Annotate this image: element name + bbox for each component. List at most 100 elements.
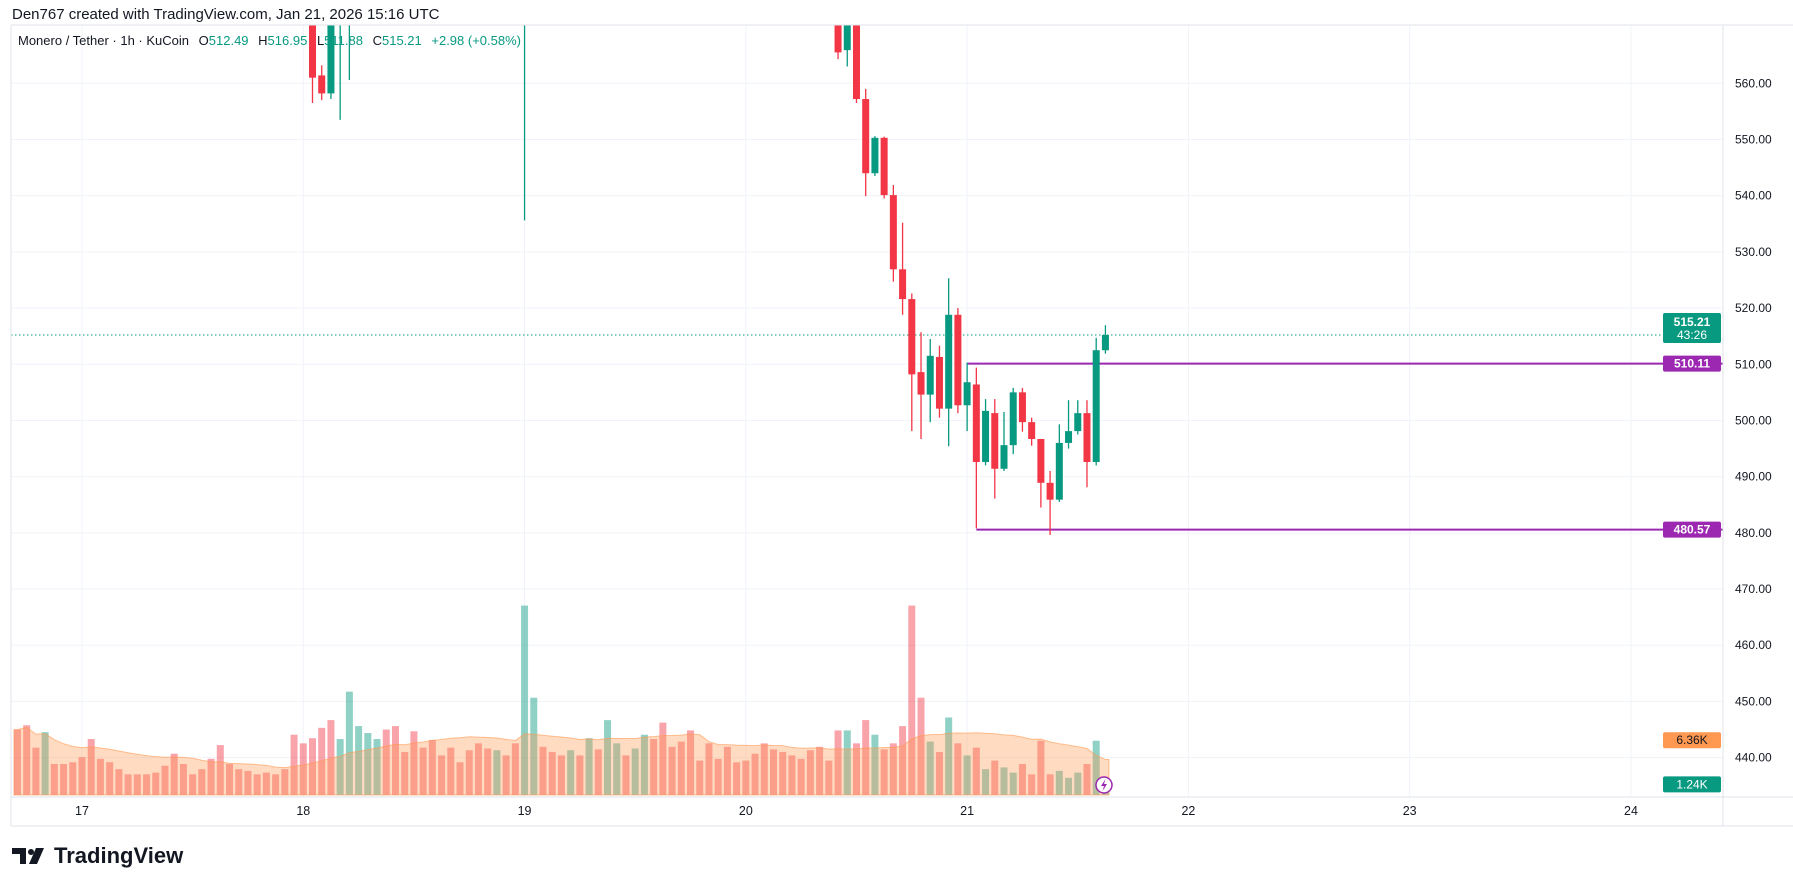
volume-bar xyxy=(668,746,676,795)
volume-bar xyxy=(862,720,870,795)
candle-down[interactable] xyxy=(852,0,860,103)
candle-up[interactable] xyxy=(1055,424,1063,502)
candle-down[interactable] xyxy=(880,136,888,199)
volume-bar xyxy=(659,722,667,795)
volume-bar xyxy=(640,734,648,795)
candle-body xyxy=(954,314,962,406)
volume-bar xyxy=(474,743,482,795)
candle-down[interactable] xyxy=(318,65,326,101)
volume-bar xyxy=(13,729,21,795)
candle-up[interactable] xyxy=(327,0,335,100)
volume-bar xyxy=(115,769,123,795)
volume-bar xyxy=(1037,740,1045,795)
symbol-title[interactable]: Monero / Tether · 1h · KuCoin xyxy=(18,33,190,48)
tradingview-logo[interactable]: TradingView xyxy=(12,843,183,869)
candle-up[interactable] xyxy=(945,278,953,447)
volume-bar xyxy=(179,764,187,795)
price-tick-label: 470.00 xyxy=(1735,582,1772,596)
candle-up[interactable] xyxy=(1074,400,1082,435)
candle-body xyxy=(318,75,326,94)
volume-bar xyxy=(687,730,695,795)
volume-bar xyxy=(244,770,252,795)
volume-bar xyxy=(982,769,990,795)
volume-bar xyxy=(539,746,547,795)
close-value: 515.21 xyxy=(381,33,422,48)
volume-bar xyxy=(779,751,787,795)
candle-up[interactable] xyxy=(346,0,353,80)
candle-up[interactable] xyxy=(1101,325,1109,354)
candle-down[interactable] xyxy=(972,367,980,529)
open-label: O xyxy=(198,33,209,48)
candle-up[interactable] xyxy=(1009,387,1017,455)
volume-bar xyxy=(650,739,658,795)
candle-up[interactable] xyxy=(521,0,528,221)
candle-down[interactable] xyxy=(862,88,870,197)
volume-bar xyxy=(438,755,446,795)
volume-bar xyxy=(825,760,833,795)
volume-bar xyxy=(926,741,934,795)
volume-bar xyxy=(760,743,768,795)
candle-body xyxy=(834,25,842,53)
volume-bar xyxy=(69,762,77,795)
candle-up[interactable] xyxy=(337,0,344,120)
candle-down[interactable] xyxy=(1037,438,1045,508)
candle-up[interactable] xyxy=(871,136,879,177)
candle-down[interactable] xyxy=(917,332,925,439)
volume-bar xyxy=(41,732,49,795)
candle-body xyxy=(899,269,907,300)
volume-bar xyxy=(899,726,907,795)
volume-bar xyxy=(87,739,95,795)
candle-up[interactable] xyxy=(1000,412,1008,472)
candle-up[interactable] xyxy=(843,0,851,67)
candle-down[interactable] xyxy=(1028,417,1036,446)
price-tick-label: 450.00 xyxy=(1735,694,1772,708)
price-tick-label: 550.00 xyxy=(1735,132,1772,146)
candle-up[interactable] xyxy=(982,399,990,466)
candle-down[interactable] xyxy=(309,0,316,103)
candle-body xyxy=(908,299,916,375)
volume-bar xyxy=(456,762,464,795)
volume-bar xyxy=(355,726,363,795)
volume-bar xyxy=(207,758,215,795)
axes: 440.00 450.00 460.00 470.00 480.00 490.00 500.… xyxy=(10,24,1793,827)
volume-bar xyxy=(50,764,58,795)
candle-up[interactable] xyxy=(963,362,971,432)
candle-down[interactable] xyxy=(1083,400,1091,488)
candle-down[interactable] xyxy=(991,399,999,499)
volume-bar xyxy=(733,762,741,795)
candle-down[interactable] xyxy=(1046,471,1054,536)
candle-up[interactable] xyxy=(1065,400,1073,449)
volume-bar xyxy=(843,730,851,795)
time-tick-label: 21 xyxy=(960,804,974,818)
candle-body xyxy=(1028,422,1036,439)
candle-down[interactable] xyxy=(889,185,897,282)
volume-bar xyxy=(1055,770,1063,795)
volume-bar xyxy=(1074,772,1082,795)
candle-down[interactable] xyxy=(908,293,916,432)
volume-bar xyxy=(382,729,390,795)
volume-bar xyxy=(428,739,436,795)
candle-down[interactable] xyxy=(935,345,943,418)
volume-bar xyxy=(751,753,759,795)
candle-down[interactable] xyxy=(899,222,907,315)
candle-down[interactable] xyxy=(834,0,842,60)
candle-up[interactable] xyxy=(1092,337,1100,466)
lightning-icon[interactable] xyxy=(1095,776,1113,794)
candle-up[interactable] xyxy=(926,338,934,423)
volume-bar xyxy=(60,764,68,795)
candle-body xyxy=(309,25,316,78)
volume-bar xyxy=(806,750,814,795)
volume-bar xyxy=(401,751,409,795)
volume-bar xyxy=(493,750,501,795)
chart-credit: Den767 created with TradingView.com, Jan… xyxy=(12,6,440,23)
last-price-tag xyxy=(1663,312,1721,343)
volume-bar xyxy=(889,743,897,795)
price-tick-label: 500.00 xyxy=(1735,413,1772,427)
candle-body xyxy=(1065,431,1073,443)
candle-down[interactable] xyxy=(954,308,962,414)
volume-bar xyxy=(954,743,962,795)
price-tick-label: 540.00 xyxy=(1735,189,1772,203)
volume-bar xyxy=(972,747,980,795)
candle-down[interactable] xyxy=(1018,387,1026,432)
